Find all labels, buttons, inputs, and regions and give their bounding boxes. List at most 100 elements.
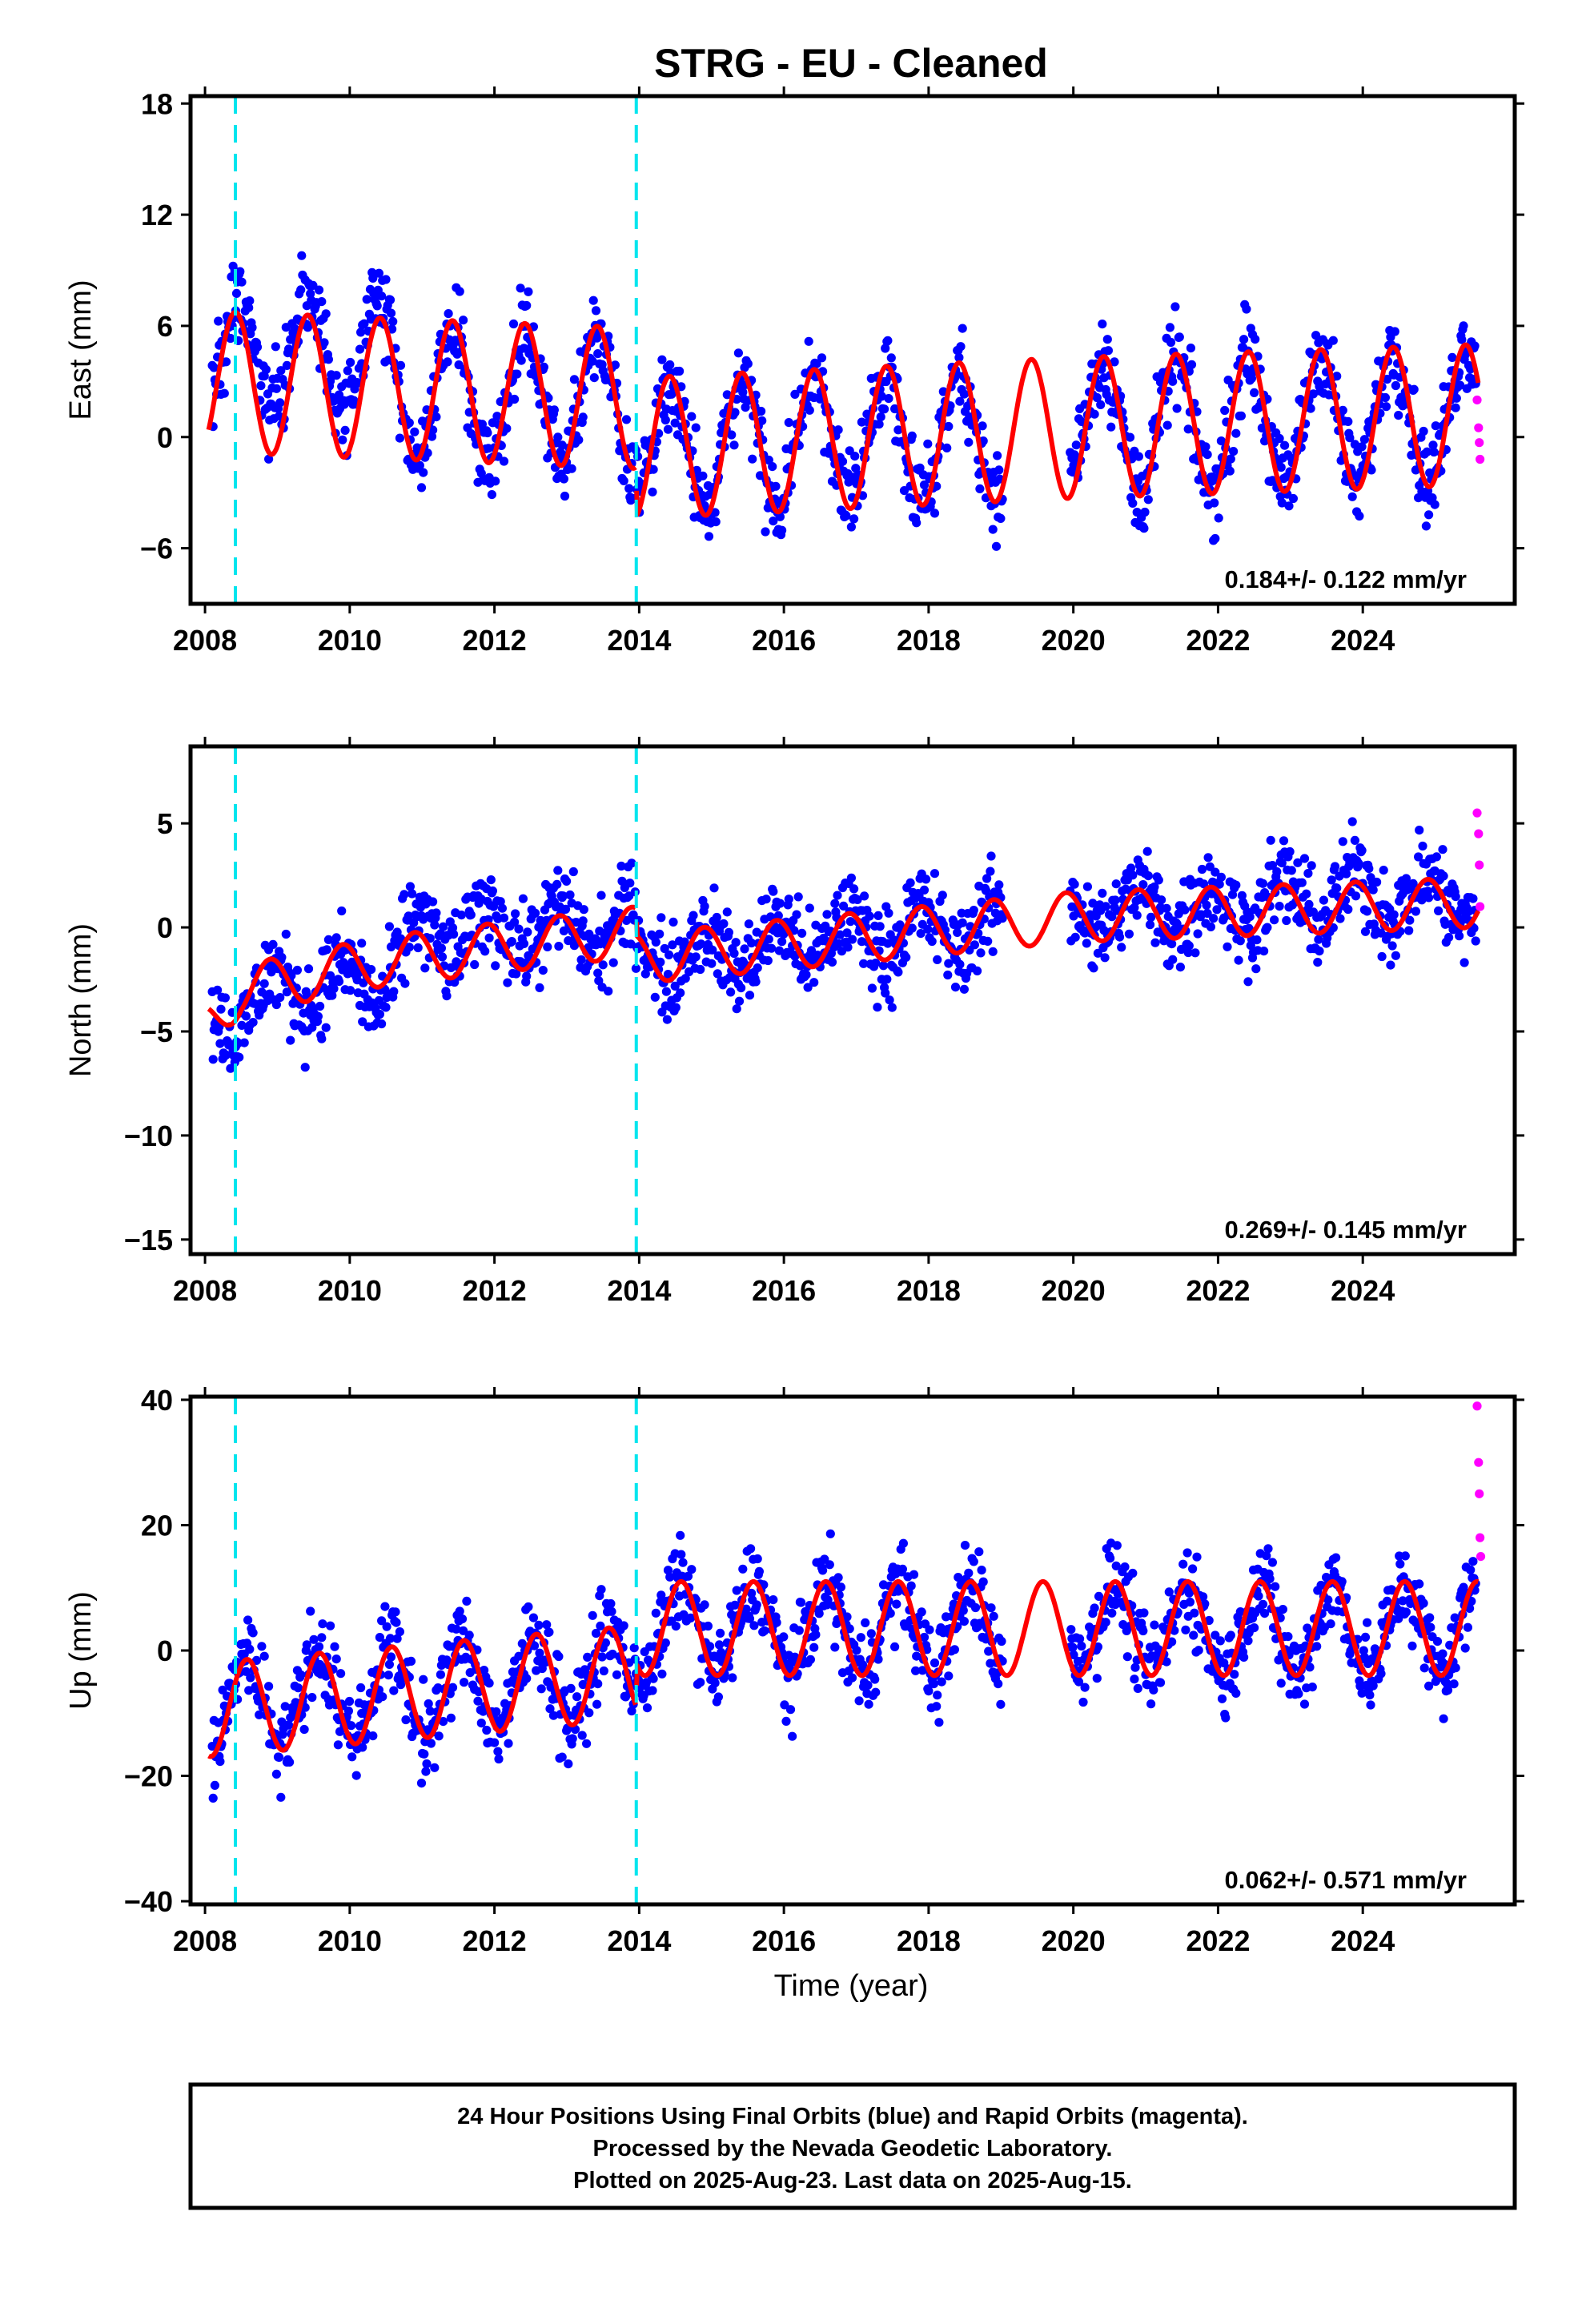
up-final-point [368,1731,378,1741]
up-final-point [582,1739,592,1748]
north-final-point [763,955,773,966]
east-final-point [790,389,800,399]
up-final-point [1426,1622,1435,1632]
east-final-point [1134,452,1143,461]
north-final-point [1206,922,1215,931]
up-final-point [885,1609,895,1618]
north-final-point [307,1023,317,1032]
east-final-point [1247,373,1256,384]
north-final-point [1142,846,1152,856]
up-final-point [1278,1605,1287,1614]
east-final-point [593,349,603,359]
east-final-point [368,273,378,283]
north-final-point [1277,858,1287,868]
up-final-point [264,1682,274,1691]
north-final-point [598,960,608,970]
up-final-point [1401,1607,1411,1617]
north-final-point [1223,942,1232,951]
north-final-point [568,866,578,877]
up-final-point [302,1640,311,1650]
north-final-point [709,883,719,893]
north-final-point [535,983,544,992]
up-final-point [912,1651,921,1661]
up-final-point [406,1656,416,1666]
north-final-point [994,880,1004,890]
east-final-point [1090,409,1099,419]
up-final-point [482,1725,492,1735]
north-final-point [753,963,762,973]
up-final-point [1394,1614,1403,1623]
north-final-point [1343,904,1353,915]
north-final-point [1146,912,1156,922]
north-final-point [480,947,490,956]
north-final-point [1114,932,1125,942]
up-final-point [484,1679,494,1688]
up-final-point [1459,1582,1468,1592]
east-final-point [812,359,821,368]
north-final-point [484,933,494,943]
north-final-point [779,929,789,939]
north-final-point [1408,879,1418,888]
up-final-point [529,1641,540,1651]
up-final-point [1406,1598,1415,1608]
east-final-point [1421,521,1431,531]
east-x-tick-label: 2012 [463,624,527,657]
east-final-point [1226,454,1235,464]
up-final-point [741,1604,751,1614]
north-rapid-point [1476,902,1485,911]
up-final-point [380,1602,390,1611]
east-final-point [907,431,917,441]
north-final-point [1351,891,1361,901]
east-final-point [621,415,632,424]
up-final-point [746,1544,756,1554]
east-final-point [491,476,500,486]
north-final-point [1342,869,1351,879]
up-final-point [749,1621,759,1630]
east-final-point [954,352,964,363]
up-final-point [566,1683,576,1693]
up-final-point [714,1640,725,1650]
up-final-point [271,1769,281,1779]
east-final-point [874,420,884,429]
north-final-point [1315,947,1324,956]
east-final-point [841,511,851,521]
up-final-point [818,1566,828,1575]
up-final-point [1112,1541,1122,1550]
east-final-point [1409,384,1419,394]
east-final-point [1447,352,1457,362]
north-final-point [853,895,862,904]
north-final-point [938,891,947,900]
north-final-point [558,891,568,901]
north-final-point [317,1034,327,1043]
east-final-point [665,360,675,370]
north-final-point [1168,955,1178,964]
north-final-point [933,955,942,964]
up-final-point [785,1705,796,1715]
up-final-point [351,1771,361,1780]
up-final-point [421,1767,431,1776]
up-final-point [823,1595,833,1605]
up-final-point [473,1696,483,1706]
up-plot-area [207,1401,1486,1803]
up-final-point [1267,1558,1277,1567]
up-final-point [1331,1553,1341,1562]
north-final-point [286,1035,295,1045]
north-final-point [514,924,524,934]
north-final-point [1212,905,1222,915]
north-final-point [943,970,953,980]
east-final-point [815,394,825,404]
north-final-point [486,875,496,885]
north-final-point [208,1055,218,1064]
east-rapid-point [1474,423,1484,432]
north-final-point [670,981,680,991]
east-final-point [374,268,383,278]
north-final-point [271,999,281,1010]
up-final-point [678,1558,688,1567]
east-final-point [419,468,428,477]
north-final-point [1364,864,1374,874]
up-final-point [347,1721,356,1731]
east-final-point [276,366,286,376]
up-final-point [1204,1615,1214,1626]
north-final-point [860,891,869,901]
east-final-point [261,364,271,375]
